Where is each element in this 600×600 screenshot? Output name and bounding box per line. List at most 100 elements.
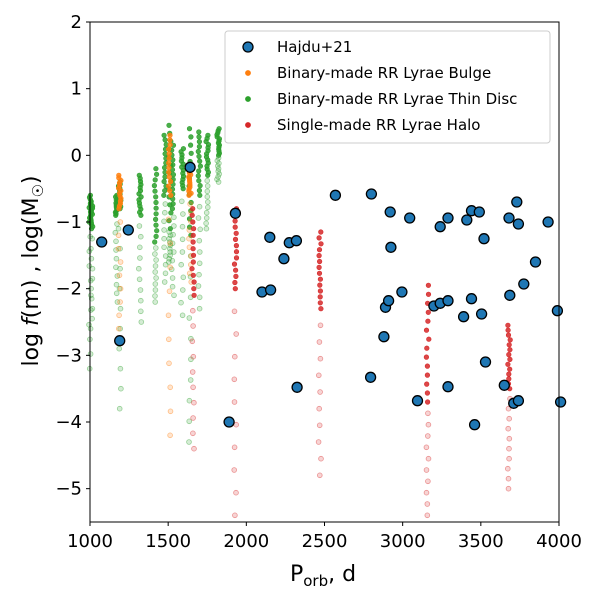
series-2-point [317,389,323,395]
series-0-point [138,233,144,240]
series-0-point [196,294,203,301]
series-2-point [507,356,513,363]
series-0-point [196,178,202,184]
y-tick-label: −5 [55,479,82,500]
hajdu-point [411,395,424,407]
series-0-point [161,192,167,198]
hajdu-point [478,233,490,245]
series-0-point [136,223,143,229]
series-2-point [316,264,322,271]
series-2-point [423,444,430,451]
series-0-point [188,142,194,148]
series-0-point [167,239,173,245]
series-0-point [153,194,159,200]
series-0-point [196,139,202,145]
series-0-point [214,176,220,183]
legend-marker [242,41,254,53]
series-2-point [505,405,512,412]
series-0-point [195,283,202,289]
series-0-point [204,183,211,189]
series-0-point [88,245,94,252]
series-0-point [197,226,204,233]
series-0-point [216,160,222,167]
hajdu-point [229,207,242,219]
series-2-point [506,376,512,382]
series-0-point [180,274,187,281]
series-0-point [87,325,94,332]
series-2-point [425,291,432,297]
series-1-point [168,192,174,198]
series-2-point [425,282,432,288]
series-2-point [233,273,239,280]
series-2-point [190,206,196,212]
series-0-point [113,255,120,262]
series-2-point [316,235,322,241]
series-0-point [153,205,159,211]
series-0-point [113,264,119,271]
series-0-point [204,177,211,184]
series-0-point [197,163,203,169]
series-0-point [203,215,210,221]
series-0-point [171,214,177,221]
series-1-point [167,137,173,143]
series-0-point [138,297,144,304]
series-1-point [167,142,173,148]
series-2-point [232,218,238,224]
legend-label: Hajdu+21 [277,38,352,56]
series-1-point [186,192,192,198]
legend: Hajdu+21 Binary-made RR Lyrae Bulge Binary… [224,30,551,144]
series-0-point [215,179,222,185]
hajdu-point [384,206,396,218]
series-0-point [112,229,119,236]
series-0-point [152,188,158,194]
series-0-point [162,270,169,277]
series-1-point [166,146,172,152]
series-0-point [178,261,185,268]
series-0-point [196,187,202,194]
hajdu-point [365,188,378,200]
series-0-point [167,249,174,255]
series-2-point [233,331,240,337]
series-2-point [317,294,323,300]
series-0-point [153,257,159,263]
series-2-point [189,212,195,218]
series-0-point [188,150,194,156]
series-0-point [203,220,209,227]
series-2-point [191,445,197,452]
series-2-point [190,252,197,258]
series-0-point [196,260,203,267]
series-2-point [425,455,432,462]
series-1-point [166,174,172,180]
series-0-point [161,244,167,251]
series-2-point [232,279,238,286]
series-0-point [162,209,168,216]
hajdu-point [479,356,492,368]
hajdu-point [290,235,303,247]
series-0-point [196,305,203,312]
series-0-point [166,218,172,224]
series-0-point [169,283,176,290]
series-1-point [166,160,172,166]
series-0-point [152,281,159,287]
series-2-point [232,236,239,242]
hajdu-point [511,196,523,208]
series-2-point [231,261,238,267]
series-2-point [231,376,238,383]
series-0-point [113,238,119,245]
series-0-point [169,275,176,281]
hajdu-point [468,419,481,431]
series-2-point [316,270,323,276]
series-2-point [190,430,196,437]
series-0-point [215,163,221,169]
series-0-point [153,222,159,228]
x-tick-label: 2000 [223,531,269,552]
series-0-point [196,168,202,174]
series-1-point [167,264,174,271]
hajdu-point [329,189,342,201]
series-0-point [180,186,186,192]
series-2-point [190,307,196,314]
series-2-point [317,276,324,282]
series-0-point [167,242,174,249]
series-0-point [87,277,94,284]
series-2-point [507,366,513,372]
